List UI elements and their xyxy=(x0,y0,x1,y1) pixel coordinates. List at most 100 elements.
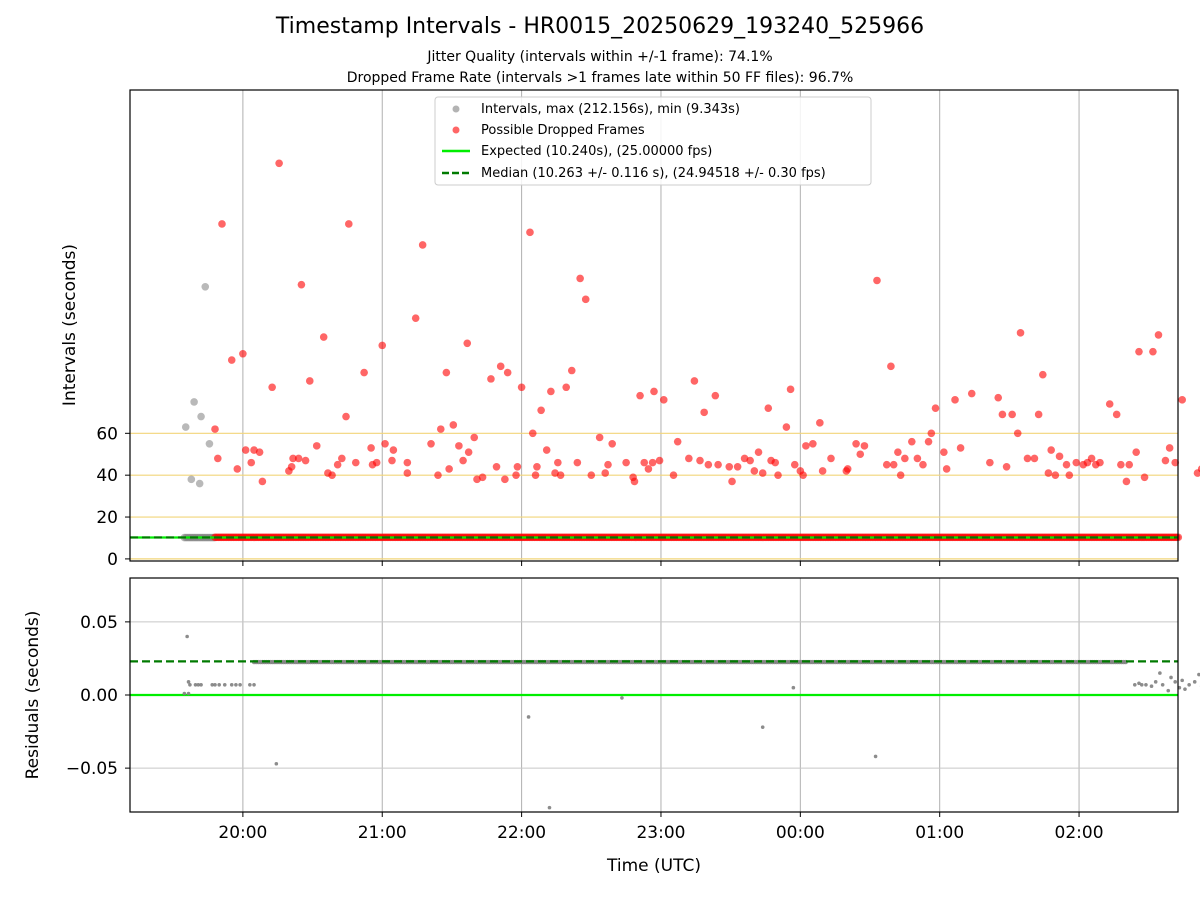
chart-title: Timestamp Intervals - HR0015_20250629_19… xyxy=(275,14,925,39)
bottom-residual-point-8 xyxy=(210,682,215,687)
top-points xyxy=(130,159,1200,542)
bottom-residual-point-32 xyxy=(1166,688,1171,693)
top-dropped-point-64 xyxy=(531,471,540,479)
top-dropped-point-38 xyxy=(403,469,412,477)
top-dropped-point-124 xyxy=(843,465,852,473)
top-dropped-point-85 xyxy=(636,391,644,400)
top-dropped-point-0 xyxy=(211,425,219,433)
top-dropped-point-135 xyxy=(908,437,916,446)
top-dropped-point-28 xyxy=(351,458,360,467)
top-dropped-point-26 xyxy=(342,412,350,421)
top-dropped-point-36 xyxy=(389,446,398,454)
top-dropped-point-47 xyxy=(455,442,463,450)
top-dropped-point-166 xyxy=(1087,454,1096,463)
top-dropped-point-60 xyxy=(513,463,522,471)
top-dropped-point-80 xyxy=(604,460,612,469)
top-dropped-point-96 xyxy=(696,456,704,465)
top-dropped-point-35 xyxy=(388,456,396,465)
top-dropped-point-129 xyxy=(882,460,891,469)
top-dropped-point-97 xyxy=(700,408,708,417)
top-dropped-point-115 xyxy=(790,460,799,469)
top-dropped-point-43 xyxy=(436,425,445,433)
top-dropped-point-98 xyxy=(704,460,713,469)
top-dropped-point-109 xyxy=(764,404,773,412)
top-dropped-point-171 xyxy=(1117,460,1125,469)
legend-box xyxy=(434,96,872,186)
top-dropped-point-7 xyxy=(247,458,256,467)
top-dropped-point-112 xyxy=(774,471,782,479)
legend-label-median: Median (10.263 +/- 0.116 s), (24.94518 +… xyxy=(481,166,826,181)
top-dropped-point-145 xyxy=(967,389,976,398)
top-dropped-point-102 xyxy=(728,477,736,486)
bottom-residual-point-13 xyxy=(234,682,238,687)
top-dropped-point-54 xyxy=(487,375,495,383)
legend-label-expected: Expected (10.240s), (25.00000 fps) xyxy=(481,144,712,159)
top-dropped-point-84 xyxy=(630,477,639,486)
top-dropped-point-125 xyxy=(852,439,860,448)
top-dropped-point-169 xyxy=(1105,400,1114,408)
top-dropped-point-107 xyxy=(754,448,763,456)
bottom-residual-point-29 xyxy=(1153,680,1158,684)
top-dropped-point-39 xyxy=(411,314,420,322)
bottom-residual-point-39 xyxy=(1192,680,1197,684)
top-dropped-point-156 xyxy=(1039,370,1047,379)
top-ytick-label-0: 0 xyxy=(107,550,118,570)
bottom-residual-point-24 xyxy=(1132,682,1137,687)
top-dropped-point-76 xyxy=(581,295,590,304)
top-dropped-point-141 xyxy=(940,448,948,456)
top-ytick-label-1: 20 xyxy=(96,508,118,528)
bottom-residual-point-21 xyxy=(760,725,765,729)
bottom-residual-point-2 xyxy=(188,682,192,687)
top-dropped-point-87 xyxy=(644,465,653,473)
bottom-residual-point-28 xyxy=(1149,684,1154,689)
top-dropped-point-148 xyxy=(998,410,1007,419)
top-dropped-point-158 xyxy=(1047,446,1055,454)
x-tick-label-6: 02:00 xyxy=(1055,823,1104,843)
top-dropped-point-151 xyxy=(1013,429,1022,438)
top-dropped-point-10 xyxy=(258,477,267,486)
top-dropped-point-14 xyxy=(287,463,296,471)
top-interval-point-5 xyxy=(201,282,210,291)
top-dropped-point-57 xyxy=(501,475,509,484)
top-dropped-point-81 xyxy=(608,439,616,448)
bottom-residual-point-4 xyxy=(186,691,191,696)
top-dropped-point-49 xyxy=(463,339,472,348)
top-dropped-point-127 xyxy=(860,442,869,450)
top-dropped-point-128 xyxy=(873,276,881,285)
top-dropped-point-106 xyxy=(750,467,759,475)
top-dropped-point-168 xyxy=(1096,458,1104,467)
top-dropped-point-113 xyxy=(782,423,791,431)
top-ytick-label-2: 40 xyxy=(96,466,118,486)
bottom-residual-point-5 xyxy=(193,682,198,687)
top-dropped-point-183 xyxy=(1193,469,1200,477)
bottom-residual-point-19 xyxy=(547,805,552,810)
top-dropped-point-152 xyxy=(1016,329,1025,337)
bottom-points xyxy=(130,634,1200,810)
top-dropped-point-131 xyxy=(889,460,898,469)
top-dropped-point-21 xyxy=(319,333,328,341)
top-dropped-point-94 xyxy=(685,454,693,463)
chart-subtitle-dropped: Dropped Frame Rate (intervals >1 frames … xyxy=(346,70,854,86)
bottom-ytick-label-1: 0.00 xyxy=(80,686,118,706)
top-dropped-point-16 xyxy=(294,454,303,463)
top-dropped-point-155 xyxy=(1034,410,1043,419)
top-dropped-point-179 xyxy=(1161,456,1170,465)
top-dropped-point-114 xyxy=(786,385,795,394)
top-dropped-point-48 xyxy=(459,456,467,465)
top-dropped-point-146 xyxy=(986,458,994,467)
top-dropped-point-95 xyxy=(690,377,699,385)
top-dropped-point-157 xyxy=(1044,469,1053,477)
top-dropped-point-79 xyxy=(601,469,610,477)
top-ytick-label-3: 60 xyxy=(96,424,118,444)
x-tick-label-5: 01:00 xyxy=(915,823,964,843)
top-dropped-point-63 xyxy=(528,429,537,438)
top-dropped-point-9 xyxy=(255,448,264,456)
top-dropped-point-53 xyxy=(478,473,487,482)
top-dropped-point-133 xyxy=(896,471,905,479)
bottom-residual-point-14 xyxy=(238,682,242,687)
top-dropped-point-181 xyxy=(1171,458,1180,467)
top-grid xyxy=(130,90,1178,561)
bottom-y-label: Residuals (seconds) xyxy=(23,611,43,780)
bottom-residual-point-12 xyxy=(229,682,234,687)
